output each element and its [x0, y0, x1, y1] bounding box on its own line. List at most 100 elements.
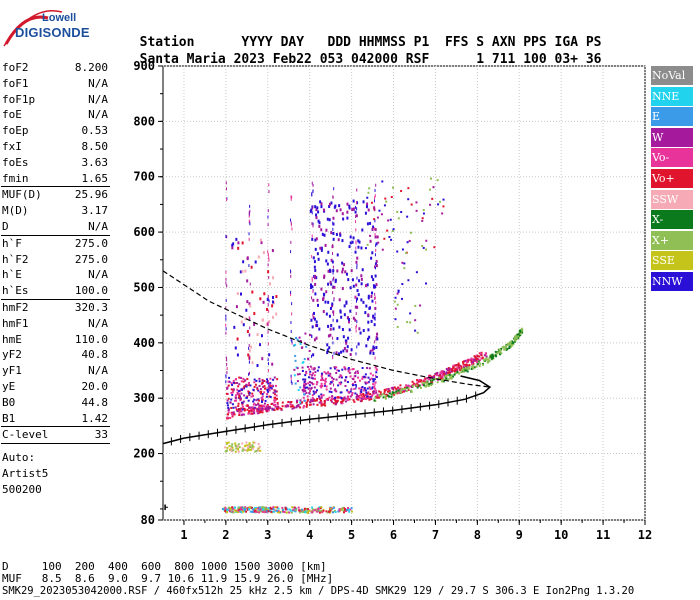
echo-point: [310, 208, 313, 212]
echo-point: [348, 245, 351, 249]
echo-point: [251, 444, 254, 447]
echo-point: [468, 358, 471, 361]
echo-point: [400, 211, 403, 214]
echo-point: [333, 366, 336, 369]
echo-point: [345, 341, 348, 345]
echo-point: [373, 218, 376, 221]
echo-point: [442, 380, 445, 383]
echo-point: [466, 367, 469, 370]
echo-point: [227, 397, 230, 400]
echo-point: [369, 372, 372, 375]
echo-point: [263, 405, 266, 408]
echo-point: [344, 384, 347, 387]
echo-point: [362, 200, 365, 204]
echo-point: [357, 376, 360, 379]
echo-point: [237, 443, 240, 446]
echo-point: [236, 353, 239, 357]
echo-point: [268, 256, 270, 260]
echo-point: [241, 387, 244, 390]
echo-point: [240, 380, 243, 383]
echo-point: [376, 393, 379, 396]
echo-point: [227, 380, 230, 383]
echo-point: [313, 367, 316, 370]
echo-point: [286, 403, 289, 406]
echo-point: [425, 384, 428, 387]
echo-point: [249, 357, 251, 361]
echo-point: [304, 332, 307, 335]
echo-point: [391, 229, 394, 232]
echo-point: [290, 329, 292, 333]
echo-point: [246, 300, 249, 304]
echo-point: [229, 508, 232, 511]
echo-point: [233, 325, 236, 329]
echo-point: [343, 396, 346, 399]
echo-point: [406, 386, 409, 389]
echo-point: [356, 320, 358, 324]
echo-point: [384, 388, 387, 391]
param-row: foE N/A: [2, 108, 108, 122]
echo-point: [268, 309, 270, 313]
echo-point: [311, 377, 314, 380]
echo-point: [240, 414, 243, 417]
echo-point: [294, 343, 297, 346]
echo-point: [290, 221, 292, 225]
echo-point: [277, 507, 280, 510]
echo-point: [313, 374, 316, 377]
echo-point: [242, 413, 245, 416]
echo-point: [403, 390, 406, 393]
echo-point: [284, 506, 287, 509]
echo-point: [231, 506, 234, 509]
echo-point: [232, 511, 235, 514]
echo-point: [327, 324, 330, 328]
echo-point: [346, 349, 349, 353]
echo-point: [273, 409, 276, 412]
echo-point: [294, 382, 297, 385]
logo-text-digisonde: DIGISONDE: [15, 25, 90, 40]
echo-point: [269, 385, 272, 388]
echo-point: [312, 313, 314, 317]
divider: [1, 426, 110, 428]
echo-point: [312, 298, 315, 302]
echo-point: [376, 235, 379, 239]
echo-point: [234, 442, 237, 445]
echo-point: [274, 389, 277, 392]
echo-point: [237, 385, 240, 388]
echo-point: [307, 382, 310, 385]
echo-point: [337, 384, 340, 387]
echo-point: [267, 253, 269, 257]
echo-point: [291, 506, 294, 509]
echo-point: [312, 353, 315, 357]
echo-point: [266, 393, 269, 396]
echo-point: [343, 313, 346, 317]
echo-point: [338, 325, 341, 329]
echo-point: [249, 384, 252, 387]
echo-point: [371, 291, 374, 295]
echo-point: [328, 314, 331, 318]
echo-point: [313, 392, 316, 395]
echo-point: [384, 394, 387, 397]
header-values: Santa Maria 2023 Feb22 053 042000 RSF 1 …: [124, 37, 602, 67]
echo-point: [516, 333, 519, 336]
echo-point: [355, 326, 357, 330]
echo-point: [311, 366, 313, 370]
echo-point: [360, 282, 363, 286]
echo-point: [358, 279, 361, 283]
echo-point: [294, 509, 297, 512]
echo-point: [347, 368, 350, 371]
autoscaler-name: Artist5: [2, 466, 49, 480]
col-hhmmss: HHMMSS: [358, 35, 406, 50]
echo-point: [260, 400, 263, 403]
val-ps: 36: [585, 52, 602, 67]
echo-point: [341, 212, 344, 216]
echo-point: [371, 299, 374, 303]
echo-point: [235, 447, 238, 450]
echo-point: [451, 376, 454, 379]
echo-point: [390, 238, 393, 241]
echo-point: [356, 201, 359, 205]
echo-point: [374, 296, 376, 300]
echo-point: [305, 391, 308, 394]
echo-point: [374, 292, 376, 296]
echo-point: [250, 448, 253, 451]
echo-point: [345, 272, 348, 276]
echo-point: [245, 396, 248, 399]
